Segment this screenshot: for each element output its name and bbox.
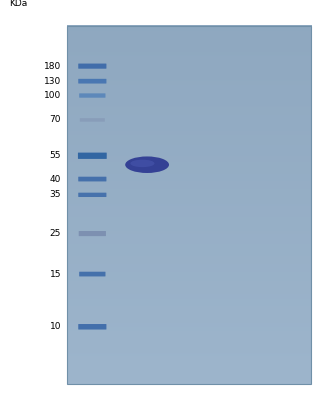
FancyBboxPatch shape bbox=[78, 63, 106, 69]
Text: MW: MW bbox=[105, 0, 158, 4]
Text: 25: 25 bbox=[50, 229, 61, 238]
FancyBboxPatch shape bbox=[79, 231, 106, 236]
FancyBboxPatch shape bbox=[79, 93, 105, 98]
FancyBboxPatch shape bbox=[78, 152, 107, 159]
Text: 40: 40 bbox=[50, 175, 61, 184]
Text: 35: 35 bbox=[49, 190, 61, 199]
FancyBboxPatch shape bbox=[78, 324, 106, 329]
Bar bbox=[67, 26, 311, 384]
FancyBboxPatch shape bbox=[80, 118, 105, 122]
FancyBboxPatch shape bbox=[78, 177, 106, 181]
Text: 180: 180 bbox=[44, 61, 61, 71]
Ellipse shape bbox=[125, 156, 169, 173]
Ellipse shape bbox=[130, 160, 154, 167]
Text: 15: 15 bbox=[49, 269, 61, 279]
Text: 100: 100 bbox=[44, 91, 61, 100]
FancyBboxPatch shape bbox=[78, 193, 106, 197]
FancyBboxPatch shape bbox=[79, 272, 105, 277]
FancyBboxPatch shape bbox=[78, 79, 106, 84]
Text: 130: 130 bbox=[44, 77, 61, 85]
Text: 70: 70 bbox=[49, 115, 61, 125]
Text: 55: 55 bbox=[49, 151, 61, 160]
Text: 10: 10 bbox=[49, 322, 61, 331]
Text: KDa: KDa bbox=[9, 0, 28, 8]
